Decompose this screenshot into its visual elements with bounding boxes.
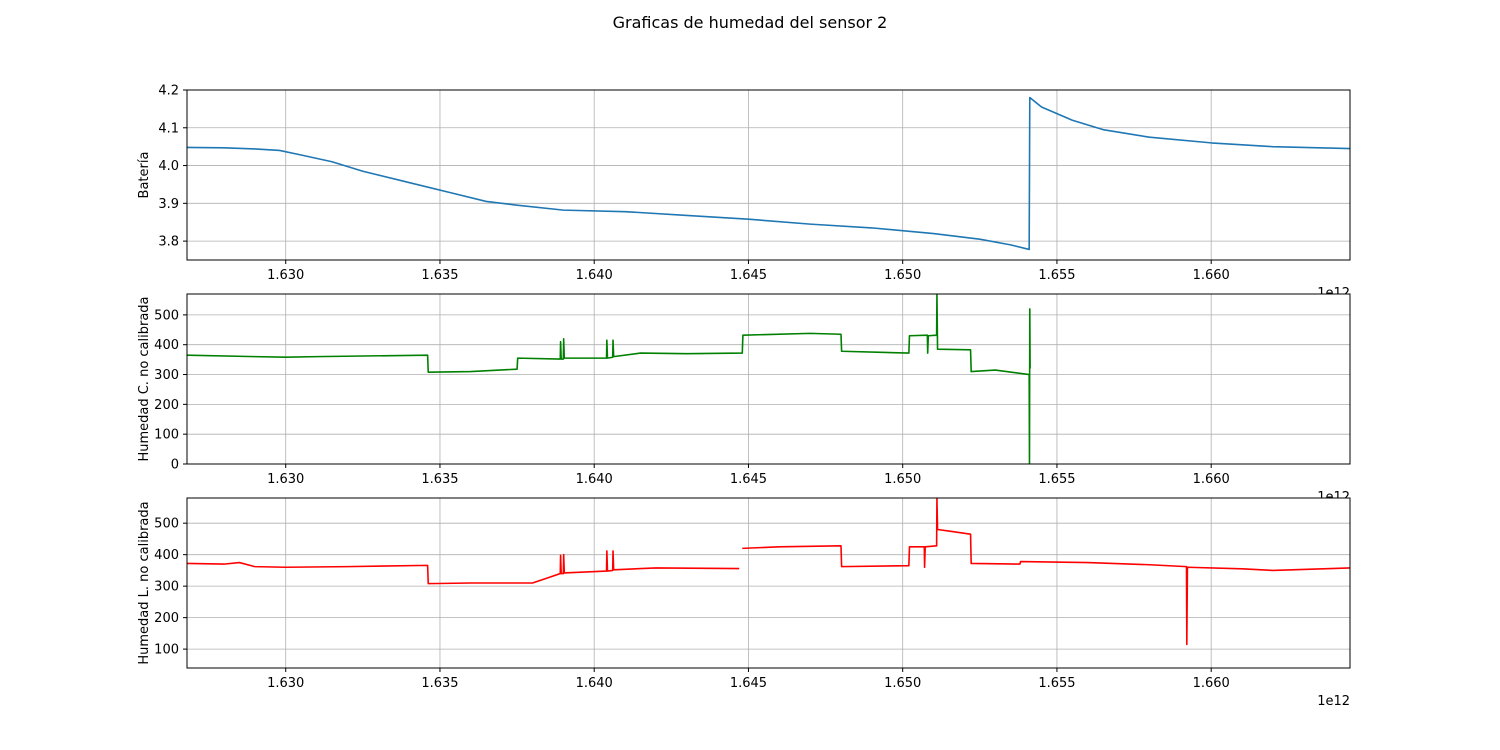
y-tick-label: 300 bbox=[154, 580, 179, 595]
panels: 1.630 1.635 1.640 1.645 1.650 1.655 1.660 3.8 3.… bbox=[137, 84, 1351, 709]
x-tick-label: 1.645 bbox=[730, 268, 767, 283]
y-tick-label: 3.8 bbox=[158, 235, 179, 250]
y-tick-label: 0 bbox=[171, 458, 179, 473]
y-axis-label: Humedad C. no calibrada bbox=[137, 296, 152, 461]
y-tick-label: 200 bbox=[154, 611, 179, 626]
y-tick-label: 300 bbox=[154, 368, 179, 383]
x-tick-label: 1.630 bbox=[267, 268, 304, 283]
x-tick-label: 1.660 bbox=[1193, 676, 1230, 691]
series-line-1 bbox=[187, 550, 740, 585]
x-tick-label: 1.640 bbox=[576, 268, 613, 283]
x-tick-label: 1.650 bbox=[884, 472, 921, 487]
x-tick-label: 1.655 bbox=[1038, 268, 1075, 283]
plot-area bbox=[187, 90, 1350, 260]
series-line-1 bbox=[187, 96, 1350, 251]
x-tick-label: 1.650 bbox=[884, 676, 921, 691]
x-tick-label: 1.630 bbox=[267, 472, 304, 487]
figure-title: Graficas de humedad del sensor 2 bbox=[613, 13, 888, 32]
x-tick-label: 1.635 bbox=[421, 268, 458, 283]
y-tick-label: 100 bbox=[154, 643, 179, 658]
axes-frame bbox=[186, 497, 1351, 669]
y-tick-label: 200 bbox=[154, 398, 179, 413]
panel-2: 1.630 1.635 1.640 1.645 1.650 1.655 1.660 0 100 2… bbox=[137, 293, 1351, 505]
x-tick-label: 1.650 bbox=[884, 268, 921, 283]
x-tick-label: 1.645 bbox=[730, 472, 767, 487]
x-tick-label: 1.630 bbox=[267, 676, 304, 691]
x-offset-label: 1e12 bbox=[1317, 694, 1350, 709]
panel-1: 1.630 1.635 1.640 1.645 1.650 1.655 1.660 3.8 3.… bbox=[137, 84, 1351, 301]
y-tick-label: 400 bbox=[154, 548, 179, 563]
x-tick-label: 1.660 bbox=[1193, 268, 1230, 283]
x-tick-label: 1.655 bbox=[1038, 676, 1075, 691]
y-axis-label: Humedad L. no calibrada bbox=[137, 501, 152, 664]
y-tick-label: 4.2 bbox=[158, 84, 179, 99]
y-tick-label: 4.0 bbox=[158, 159, 179, 174]
axes-frame bbox=[186, 293, 1351, 465]
y-tick-label: 3.9 bbox=[158, 197, 179, 212]
plot-area bbox=[187, 498, 1350, 668]
y-tick-label: 500 bbox=[154, 517, 179, 532]
y-tick-label: 100 bbox=[154, 428, 179, 443]
axes-frame bbox=[186, 89, 1351, 261]
x-tick-label: 1.655 bbox=[1038, 472, 1075, 487]
x-tick-label: 1.635 bbox=[421, 676, 458, 691]
x-tick-label: 1.660 bbox=[1193, 472, 1230, 487]
x-tick-label: 1.640 bbox=[576, 676, 613, 691]
x-tick-label: 1.640 bbox=[576, 472, 613, 487]
y-tick-label: 500 bbox=[154, 308, 179, 323]
series-line-1 bbox=[187, 294, 1031, 464]
y-tick-label: 4.1 bbox=[158, 121, 179, 136]
panel-3: 1.630 1.635 1.640 1.645 1.650 1.655 1.660 100 20… bbox=[137, 497, 1351, 709]
x-tick-label: 1.645 bbox=[730, 676, 767, 691]
y-axis-label: Batería bbox=[137, 152, 152, 199]
plot-area bbox=[187, 294, 1350, 464]
x-tick-label: 1.635 bbox=[421, 472, 458, 487]
y-tick-label: 400 bbox=[154, 338, 179, 353]
series-line-2 bbox=[742, 498, 1350, 646]
